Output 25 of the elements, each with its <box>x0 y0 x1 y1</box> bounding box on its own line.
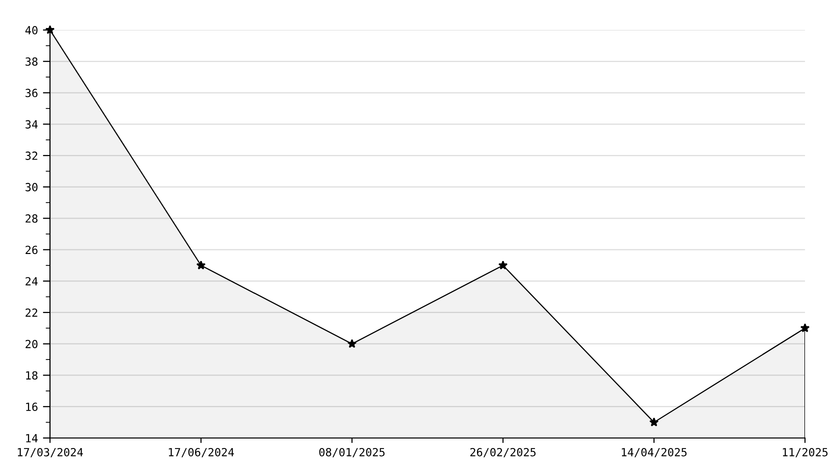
y-tick-label: 16 <box>26 402 38 412</box>
point <box>347 338 357 348</box>
point <box>649 417 659 426</box>
y-tick-label: 26 <box>26 246 38 254</box>
y-tick-label: 36 <box>26 88 38 98</box>
y-tick-label: 38 <box>26 57 38 66</box>
x-tick-label: 26/02/2025 <box>470 448 536 458</box>
x-tick-label: 17/03/2024 <box>18 448 83 458</box>
y-tick-label: 40 <box>25 26 38 34</box>
x-tick-label: 14/04/2025 <box>622 448 687 458</box>
y-tick-label: 34 <box>26 120 38 129</box>
y-tick-label: 18 <box>26 371 38 380</box>
x-tick-label: 08/01/2025 <box>319 448 385 458</box>
y-tick-label: 22 <box>26 308 38 317</box>
y-tick-label: 14 <box>26 434 38 442</box>
point <box>196 260 206 270</box>
x-tick-label: 11/2025 <box>782 448 828 458</box>
x-tick-label: 17/06/2024 <box>168 448 234 458</box>
y-tick-label: 28 <box>26 214 38 223</box>
y-tick-label: 30 <box>26 182 38 192</box>
point <box>498 260 508 270</box>
y-tick-label: 32 <box>26 152 38 160</box>
point <box>800 323 810 332</box>
y-tick-label: 20 <box>26 340 38 348</box>
y-tick-label: 24 <box>26 277 38 286</box>
